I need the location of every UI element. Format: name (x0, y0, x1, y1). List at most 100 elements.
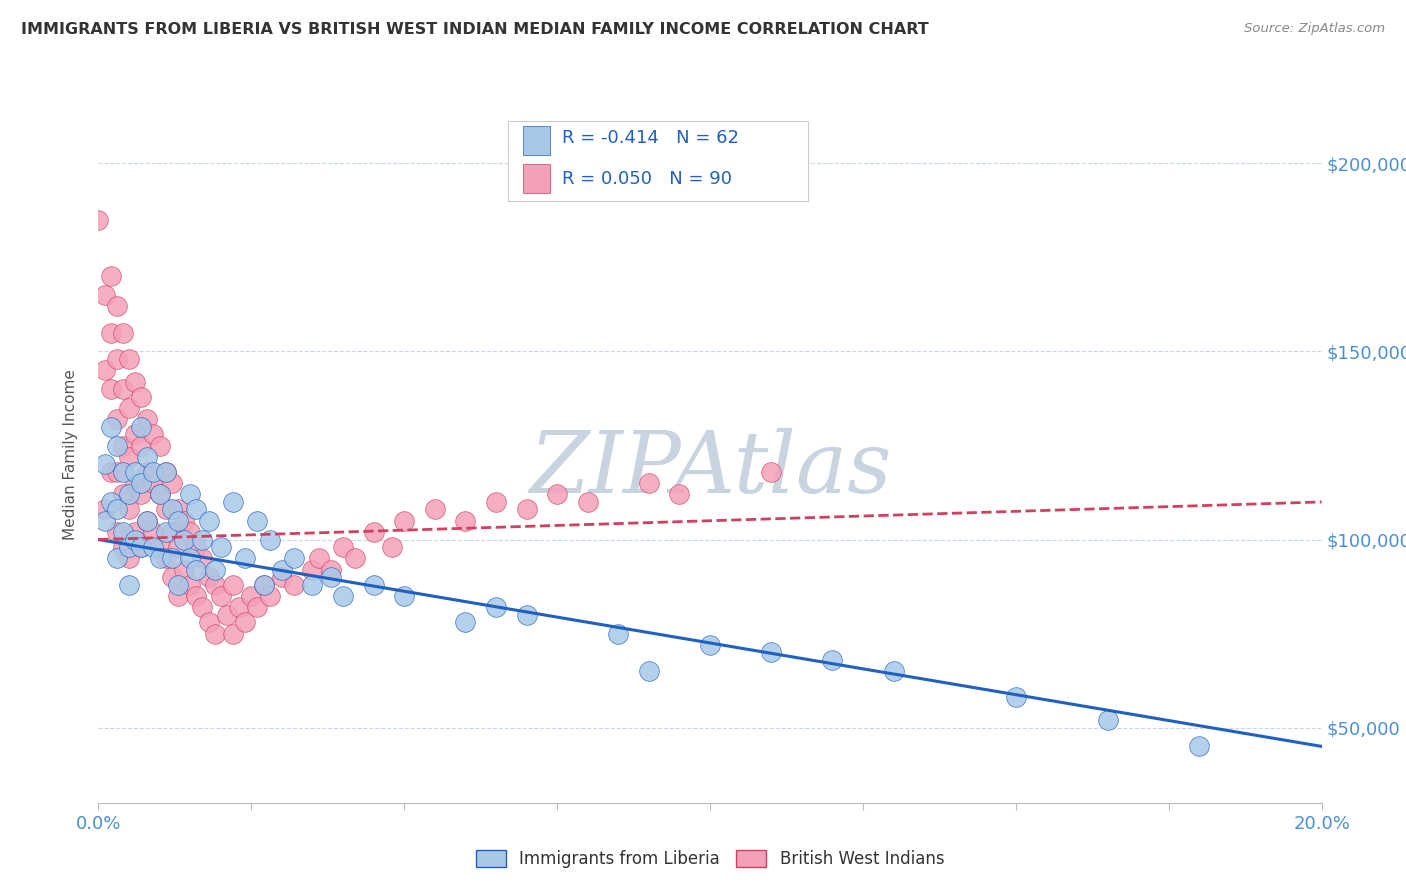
Point (222, 626, 245, 640)
Point (93, 288, 115, 302)
Point (576, 495, 599, 509)
Point (186, 563, 208, 577)
Point (160, 524, 183, 539)
Point (167, 589, 190, 603)
Point (759, 465, 782, 479)
Point (173, 563, 195, 577)
Point (100, 495, 122, 509)
Point (637, 664, 661, 678)
Point (105, 412, 128, 426)
Point (124, 524, 146, 539)
Point (111, 465, 134, 479)
Point (363, 524, 385, 539)
Point (136, 412, 159, 426)
Point (118, 502, 141, 516)
Point (118, 551, 141, 566)
Legend: Immigrants from Liberia, British West Indians: Immigrants from Liberia, British West In… (470, 843, 950, 874)
Point (179, 551, 201, 566)
Point (100, 419, 122, 434)
Point (167, 514, 190, 528)
Point (516, 502, 538, 516)
Point (111, 326, 134, 340)
Point (155, 465, 177, 479)
Point (124, 533, 146, 547)
Point (222, 495, 245, 509)
Point (155, 502, 177, 516)
Point (179, 577, 201, 591)
Point (204, 577, 226, 591)
Point (155, 465, 177, 479)
Point (179, 524, 201, 539)
Point (270, 570, 292, 584)
Bar (523, 126, 550, 155)
Point (191, 533, 214, 547)
Point (124, 476, 146, 491)
Point (105, 551, 128, 566)
Point (124, 375, 146, 389)
Point (233, 551, 256, 566)
Point (105, 299, 128, 313)
Point (93, 458, 115, 472)
Point (111, 438, 134, 452)
Point (246, 514, 269, 528)
Point (149, 487, 172, 501)
Point (546, 487, 568, 501)
Point (129, 487, 152, 501)
Text: R = -0.414   N = 62: R = -0.414 N = 62 (562, 128, 740, 147)
Point (155, 551, 177, 566)
Text: ZIPAtlas: ZIPAtlas (529, 427, 891, 510)
Point (454, 514, 477, 528)
Point (204, 563, 226, 577)
Text: IMMIGRANTS FROM LIBERIA VS BRITISH WEST INDIAN MEDIAN FAMILY INCOME CORRELATION : IMMIGRANTS FROM LIBERIA VS BRITISH WEST … (21, 22, 929, 37)
Point (149, 487, 172, 501)
Point (308, 551, 330, 566)
Point (100, 465, 122, 479)
Point (111, 540, 134, 554)
Point (1097, 713, 1119, 727)
Point (149, 540, 172, 554)
Point (252, 577, 274, 591)
Point (381, 540, 404, 554)
Point (197, 570, 219, 584)
Point (283, 551, 305, 566)
Point (160, 570, 183, 584)
Point (111, 487, 134, 501)
Point (136, 450, 159, 464)
Point (124, 427, 146, 442)
Point (155, 524, 177, 539)
Point (186, 589, 208, 603)
Point (149, 551, 172, 566)
Point (129, 476, 152, 491)
Point (118, 577, 141, 591)
Point (129, 419, 152, 434)
Point (118, 487, 141, 501)
Point (100, 382, 122, 396)
Point (129, 438, 152, 452)
Point (136, 514, 159, 528)
Point (209, 589, 232, 603)
Point (319, 570, 342, 584)
Point (301, 577, 323, 591)
Point (259, 589, 281, 603)
Point (111, 382, 134, 396)
Point (93, 502, 115, 516)
Point (1188, 739, 1211, 754)
Point (142, 427, 165, 442)
Point (124, 465, 146, 479)
Point (118, 450, 141, 464)
Point (142, 540, 165, 554)
Point (100, 269, 122, 284)
Point (142, 465, 165, 479)
Point (607, 626, 630, 640)
Point (485, 600, 508, 615)
Point (118, 401, 141, 415)
Point (363, 577, 385, 591)
Point (173, 533, 195, 547)
Y-axis label: Median Family Income: Median Family Income (63, 369, 77, 541)
Point (883, 664, 905, 678)
Point (759, 645, 782, 659)
Point (179, 487, 201, 501)
Point (392, 589, 416, 603)
Point (129, 390, 152, 404)
Point (516, 607, 538, 622)
